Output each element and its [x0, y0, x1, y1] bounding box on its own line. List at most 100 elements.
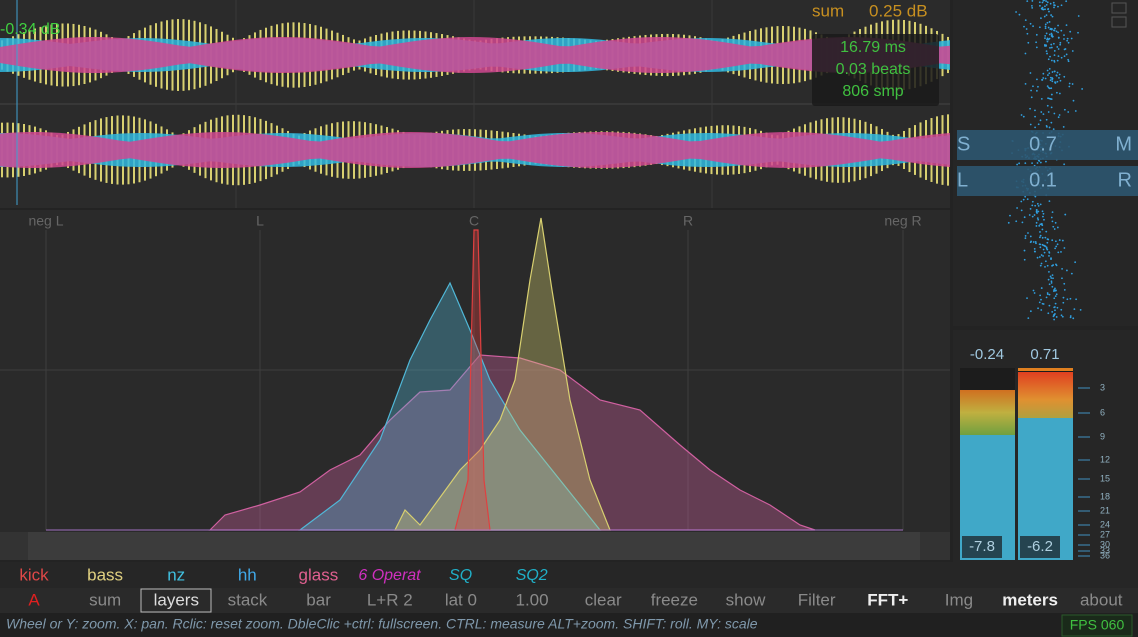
toolbar-button[interactable]: L+R 2: [367, 590, 413, 609]
scatter-dot: [1050, 121, 1053, 124]
toolbar-button[interactable]: freeze: [651, 590, 698, 609]
scatter-dot: [1048, 21, 1051, 23]
scatter-dot: [1043, 44, 1046, 47]
scroll-thumb[interactable]: [28, 532, 920, 560]
toolbar-button[interactable]: Img: [945, 590, 973, 609]
layer-name[interactable]: SQ: [449, 567, 472, 584]
scatter-dot: [1038, 160, 1041, 162]
scatter-dot: [1053, 4, 1055, 6]
scatter-dot: [1036, 217, 1039, 220]
scatter-dot: [1042, 212, 1045, 215]
scatter-dot: [1026, 198, 1029, 201]
measure-value: 0.03 beats: [836, 61, 911, 78]
toolbar-button[interactable]: clear: [585, 590, 622, 609]
scatter-dot: [1075, 298, 1078, 301]
scatter-dot: [1058, 92, 1061, 95]
scatter-dot: [1041, 228, 1044, 231]
scatter-dot: [1036, 202, 1039, 205]
scatter-dot: [1054, 82, 1057, 84]
scatter-dot: [1068, 82, 1071, 85]
scatter-dot: [1055, 293, 1058, 296]
scatter-dot: [1041, 236, 1044, 239]
scatter-dot: [1057, 55, 1060, 58]
scatter-dot: [1015, 220, 1018, 223]
scatter-dot: [1047, 238, 1050, 241]
scatter-dot: [1067, 41, 1070, 44]
scatter-dot: [1057, 5, 1059, 8]
toolbar-button[interactable]: 1.00: [516, 590, 549, 609]
scatter-dot: [1054, 27, 1056, 30]
scatter-dot: [1038, 243, 1041, 246]
button-selected[interactable]: [140, 588, 212, 613]
scatter-dot: [1052, 315, 1055, 318]
scatter-dot: [1054, 313, 1056, 315]
scatter-dot: [1035, 89, 1038, 92]
scatter-dot: [1049, 2, 1052, 5]
scatter-dot: [1016, 163, 1019, 166]
scatter-dot: [1053, 228, 1056, 230]
scatter-dot: [1020, 209, 1023, 212]
scatter-dot: [1039, 231, 1041, 233]
scatter-dot: [1051, 239, 1054, 242]
scatter-dot: [1024, 52, 1027, 55]
scatter-dot: [1057, 24, 1059, 27]
scatter-dot: [1061, 267, 1063, 270]
stereo-value: 0.1: [1029, 169, 1057, 191]
scatter-dot: [1047, 8, 1050, 10]
toolbar-button[interactable]: FFT+: [867, 590, 908, 609]
toolbar-button[interactable]: layers: [154, 590, 199, 609]
toolbar-button[interactable]: sum: [89, 590, 121, 609]
toolbar-button[interactable]: Filter: [798, 590, 836, 609]
scatter-dot: [1069, 316, 1072, 319]
toolbar-button[interactable]: show: [726, 590, 766, 609]
layer-name[interactable]: hh: [238, 565, 257, 584]
layer-name[interactable]: nz: [167, 565, 185, 584]
toolbar-button[interactable]: meters: [1002, 590, 1058, 609]
scatter-dot: [1053, 70, 1056, 73]
layer-name[interactable]: 6 Operat: [358, 567, 421, 584]
scatter-dot: [1029, 235, 1032, 238]
measure-box: [812, 34, 939, 106]
toolbar-button[interactable]: bar: [306, 590, 331, 609]
scale-label: 12: [1100, 454, 1110, 464]
scatter-dot: [1057, 251, 1060, 254]
layer-name[interactable]: glass: [299, 565, 339, 584]
scatter-dot: [1044, 25, 1047, 28]
scatter-dot: [1048, 126, 1051, 129]
scatter-dot: [1024, 162, 1027, 165]
layer-row: [0, 562, 1138, 588]
scatter-dot: [1026, 32, 1029, 35]
scatter-dot: [1053, 29, 1056, 32]
scatter-dot: [1029, 310, 1032, 313]
scatter-dot: [1051, 77, 1054, 80]
scatter-dot: [1061, 239, 1064, 242]
scatter-dot: [1053, 60, 1056, 63]
scatter-dot: [1049, 79, 1052, 82]
scatter-dot: [1042, 215, 1044, 218]
toolbar-button[interactable]: about: [1080, 590, 1123, 609]
scatter-dot: [1049, 55, 1051, 58]
layer-name[interactable]: bass: [87, 565, 123, 584]
scatter-dot: [1040, 262, 1043, 265]
scatter-dot: [1047, 26, 1050, 29]
scatter-dot: [1022, 115, 1025, 118]
scatter-dot: [1053, 112, 1056, 115]
toolbar-button[interactable]: stack: [228, 590, 268, 609]
scatter-dot: [1036, 256, 1039, 259]
scatter-dot: [1039, 161, 1042, 164]
scatter-dot: [1051, 211, 1054, 214]
scatter-dot: [1046, 292, 1049, 294]
scatter-dot: [1035, 46, 1038, 49]
layer-name[interactable]: SQ2: [516, 567, 548, 584]
layer-name[interactable]: kick: [19, 565, 49, 584]
scatter-dot: [1062, 126, 1065, 128]
meter-rms-box: [1020, 536, 1060, 558]
scatter-dot: [1070, 272, 1073, 275]
scatter-dot: [1060, 251, 1062, 253]
scale-label: 36: [1100, 550, 1110, 560]
scatter-dot: [1034, 240, 1037, 243]
scatter-dot: [1064, 213, 1067, 216]
toolbar-button[interactable]: A: [28, 590, 40, 609]
scatter-dot: [1052, 128, 1055, 131]
toolbar-button[interactable]: lat 0: [445, 590, 477, 609]
